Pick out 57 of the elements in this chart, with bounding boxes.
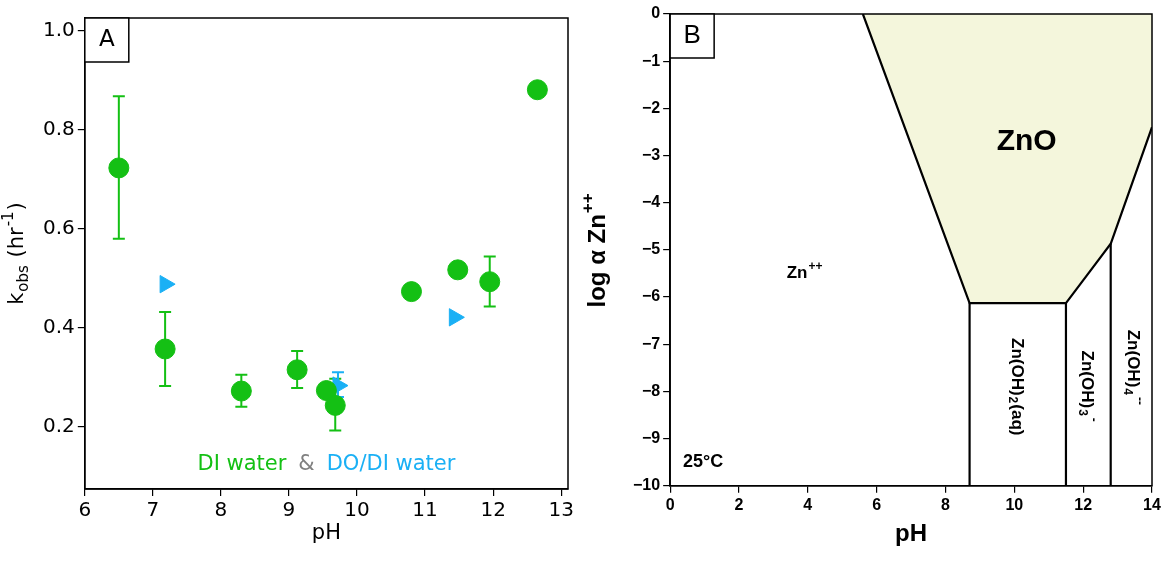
- y-tick-label: 0: [651, 4, 661, 22]
- y-tick-label: −9: [641, 429, 661, 447]
- x-tick-label: 2: [734, 495, 744, 513]
- y-tick-label: 0.6: [42, 214, 75, 239]
- point: [315, 380, 337, 402]
- point: [526, 79, 548, 101]
- x-tick-label: 4: [803, 495, 813, 513]
- point: [400, 281, 422, 303]
- point: [286, 359, 308, 381]
- y-tick-label: 0.8: [42, 116, 75, 141]
- point: [230, 380, 252, 402]
- y-tick-label: −3: [641, 145, 661, 163]
- x-tick-label: 8: [214, 497, 228, 522]
- y-axis-title: kobs (hr-1): [0, 202, 33, 305]
- x-axis-title: pH: [895, 518, 928, 546]
- point: [324, 394, 346, 416]
- annotation: &: [298, 451, 315, 476]
- y-axis-title: log α Zn++: [578, 193, 610, 308]
- y-tick-label: −8: [641, 381, 661, 399]
- y-tick-label: −5: [641, 240, 661, 258]
- text: DI water: [197, 451, 287, 476]
- x-tick-label: 13: [548, 497, 574, 522]
- y-tick-label: 0.4: [42, 313, 75, 338]
- x-tick-label: 0: [665, 495, 675, 513]
- x-tick-label: 7: [146, 497, 160, 522]
- annotation: Zn(OH)3-: [1075, 350, 1102, 422]
- x-tick-label: 6: [78, 497, 92, 522]
- annotation: Zn(OH)4--: [1121, 329, 1148, 405]
- x-axis-title: pH: [311, 520, 341, 545]
- x-tick-label: 10: [1005, 495, 1024, 513]
- x-tick-label: 10: [344, 497, 370, 522]
- point: [154, 338, 176, 360]
- y-tick-label: −4: [641, 193, 661, 211]
- point: [108, 157, 130, 179]
- y-tick-label: 0.2: [42, 412, 75, 437]
- y-tick-label: 1.0: [42, 17, 75, 42]
- point: [479, 271, 501, 293]
- x-tick-label: 9: [282, 497, 296, 522]
- point: [447, 259, 469, 281]
- y-tick-label: −10: [633, 476, 661, 494]
- x-tick-label: 12: [480, 497, 506, 522]
- annotation: Zn(OH)2(aq): [1005, 338, 1028, 436]
- y-tick-label: −6: [641, 287, 661, 305]
- annotation: 25°C: [682, 451, 724, 472]
- chart-title: A: [98, 24, 115, 51]
- chart-title: B: [683, 19, 701, 50]
- annotation: Zn++: [786, 259, 823, 283]
- x-tick-label: 14: [1143, 495, 1161, 513]
- text: DO/DI water: [326, 451, 456, 476]
- annotation: ZnO: [996, 122, 1057, 156]
- y-tick-label: −1: [641, 51, 661, 69]
- x-tick-label: 6: [872, 495, 882, 513]
- y-tick-label: −7: [641, 334, 661, 352]
- x-tick-label: 12: [1074, 495, 1093, 513]
- x-tick-label: 11: [412, 497, 438, 522]
- x-tick-label: 8: [941, 495, 951, 513]
- y-tick-label: −2: [641, 98, 661, 116]
